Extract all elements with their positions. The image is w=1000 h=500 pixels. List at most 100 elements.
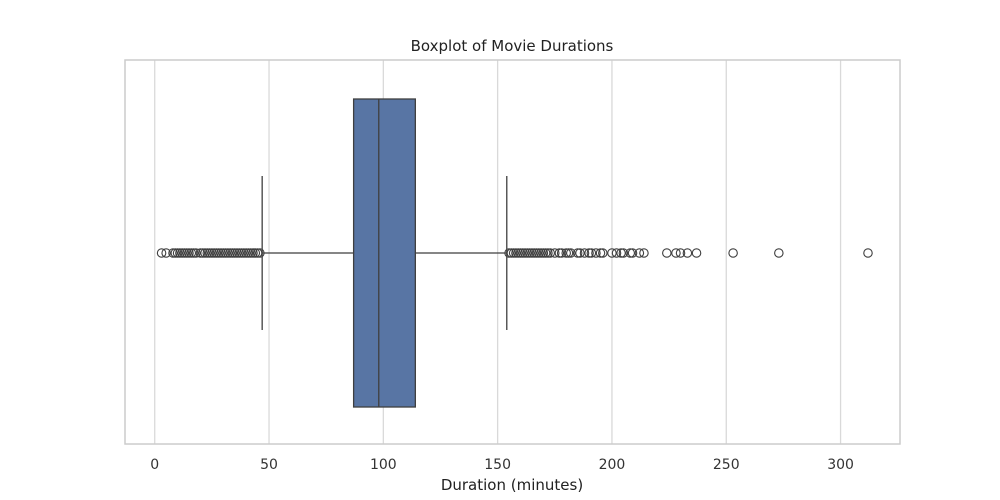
outlier-point-35	[245, 248, 256, 258]
outlier-point-58	[545, 248, 555, 258]
outlier-point-80	[639, 248, 649, 258]
outlier-point-59	[550, 248, 560, 258]
outlier-point-67	[579, 248, 590, 258]
outlier-point-8	[181, 248, 192, 258]
outlier-point-0	[156, 248, 167, 258]
outlier-point-50	[527, 248, 537, 258]
outlier-point-23	[218, 248, 229, 258]
outlier-point-14	[197, 248, 208, 258]
outlier-point-52	[531, 248, 542, 258]
outlier-point-7	[179, 248, 190, 258]
outlier-point-25	[223, 248, 233, 258]
outlier-point-21	[213, 248, 224, 258]
outlier-point-54	[536, 248, 546, 258]
outlier-point-49	[524, 248, 535, 258]
x-tick-label-250: 250	[713, 457, 740, 473]
outlier-point-46	[518, 248, 528, 258]
outlier-point-70	[591, 248, 601, 258]
outlier-point-72	[598, 248, 608, 258]
outlier-point-73	[607, 248, 617, 258]
outlier-point-64	[566, 248, 576, 258]
outlier-point-62	[561, 248, 571, 258]
outlier-point-42	[508, 248, 519, 258]
outlier-point-16	[202, 248, 213, 258]
outlier-point-10	[186, 248, 197, 258]
x-axis-title: Duration (minutes)	[441, 476, 583, 494]
outlier-point-88	[863, 248, 873, 258]
outlier-point-86	[728, 248, 738, 258]
outlier-point-24	[220, 248, 231, 258]
outlier-point-68	[584, 248, 594, 258]
outlier-point-82	[671, 248, 681, 258]
outlier-point-53	[534, 248, 544, 258]
outlier-point-55	[538, 248, 549, 258]
outlier-point-63	[563, 248, 574, 258]
outlier-point-11	[188, 248, 199, 258]
outlier-point-69	[586, 248, 597, 258]
x-tick-label-50: 50	[260, 457, 278, 473]
outlier-point-2	[168, 248, 178, 258]
outlier-point-65	[572, 248, 583, 258]
outlier-point-81	[662, 248, 672, 258]
outlier-point-26	[225, 248, 235, 258]
outlier-point-31	[236, 248, 247, 258]
outlier-point-71	[595, 248, 606, 258]
outlier-point-79	[634, 248, 645, 258]
outlier-point-12	[191, 248, 201, 258]
outlier-point-40	[504, 248, 514, 258]
outlier-point-19	[209, 248, 219, 258]
outlier-point-83	[675, 248, 686, 258]
outlier-point-48	[522, 248, 533, 258]
outlier-point-28	[229, 248, 240, 258]
outlier-point-47	[520, 248, 530, 258]
plot-area-frame	[124, 59, 901, 445]
outlier-point-57	[543, 248, 553, 258]
x-tick-labels: 0 50 100 150 200 250 300	[150, 457, 854, 473]
outlier-point-78	[627, 248, 638, 258]
x-tick-label-0: 0	[150, 457, 159, 473]
outlier-point-9	[184, 248, 194, 258]
outlier-point-74	[611, 248, 622, 258]
outlier-point-4	[172, 248, 183, 258]
outlier-point-36	[248, 248, 258, 258]
outlier-point-27	[227, 248, 238, 258]
outlier-point-33	[241, 248, 251, 258]
outlier-point-17	[204, 248, 215, 258]
outlier-point-20	[211, 248, 222, 258]
outlier-point-6	[177, 248, 187, 258]
outlier-point-18	[207, 248, 217, 258]
outlier-point-44	[513, 248, 523, 258]
outlier-point-76	[618, 248, 629, 258]
outlier-point-61	[556, 248, 567, 258]
outlier-point-5	[175, 248, 185, 258]
outlier-point-29	[232, 248, 242, 258]
box-group	[352, 98, 416, 408]
x-tick-label-150: 150	[484, 457, 511, 473]
outlier-point-87	[774, 248, 784, 258]
outlier-point-85	[691, 248, 702, 258]
outlier-point-38	[252, 248, 263, 258]
x-tick-label-200: 200	[599, 457, 626, 473]
outlier-point-84	[682, 248, 693, 258]
outlier-point-1	[161, 248, 171, 258]
outlier-point-32	[239, 248, 249, 258]
x-tick-label-300: 300	[827, 457, 854, 473]
outlier-point-30	[234, 248, 245, 258]
outlier-point-13	[195, 248, 206, 258]
outlier-point-45	[515, 248, 526, 258]
outlier-point-43	[511, 248, 521, 258]
chart-title: Boxplot of Movie Durations	[411, 37, 614, 55]
outlier-point-34	[243, 248, 254, 258]
outlier-points	[156, 248, 873, 258]
outlier-point-41	[506, 248, 517, 258]
outlier-point-15	[200, 248, 210, 258]
outlier-point-77	[625, 248, 635, 258]
outlier-point-66	[575, 248, 585, 258]
outlier-point-56	[540, 248, 551, 258]
outlier-point-75	[616, 248, 626, 258]
outlier-point-51	[529, 248, 539, 258]
outlier-point-60	[554, 248, 565, 258]
outlier-point-22	[216, 248, 226, 258]
